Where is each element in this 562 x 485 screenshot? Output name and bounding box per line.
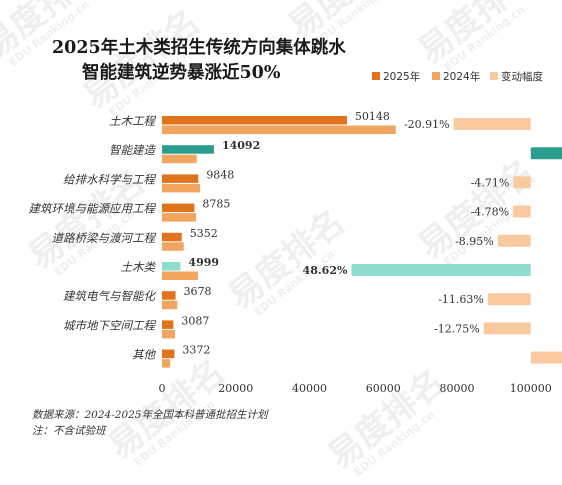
x-tick-label: 40000 [292, 382, 327, 395]
bar-2025 [162, 203, 195, 213]
change-label: -4.78% [470, 206, 509, 219]
category-label: 土木类 [121, 260, 157, 274]
plot-area: 土木工程50148-20.91%智能建造1409249.77%给排水科学与工程9… [29, 110, 562, 368]
bar-2025 [162, 174, 199, 183]
x-tick-label: 80000 [440, 382, 475, 395]
value-label: 4999 [188, 256, 219, 269]
x-tick-label: 20000 [218, 382, 253, 395]
legend-label: 2025年 [383, 70, 420, 83]
legend: 2025年 2024年 变动幅度 [372, 70, 543, 83]
value-label: 14092 [222, 139, 260, 152]
legend-label: 变动幅度 [501, 70, 543, 83]
category-label: 建筑电气与智能化 [63, 289, 156, 303]
category-label: 城市地下空间工程 [63, 318, 156, 332]
remark-note: 注：不含试验班 [32, 425, 107, 437]
bar-2025 [162, 116, 347, 125]
change-label: -11.63% [438, 293, 484, 306]
value-label: 50148 [355, 110, 390, 123]
bar-2024 [162, 359, 171, 368]
bar-2024 [162, 242, 184, 251]
change-bar [530, 351, 562, 364]
change-bar [487, 293, 531, 306]
bar-2025 [162, 320, 174, 329]
category-label: 建筑环境与能源应用工程 [29, 202, 157, 216]
chart-title-line2: 智能建筑逆势暴涨近50% [82, 62, 281, 83]
legend-swatch [432, 72, 440, 80]
change-label: -20.91% [404, 118, 450, 131]
chart-title-line1: 2025年土木类招生传统方向集体跳水 [52, 37, 346, 58]
bar-2025 [162, 291, 176, 300]
category-label: 其他 [132, 348, 156, 362]
change-bar [530, 147, 562, 160]
legend-swatch [490, 72, 498, 80]
category-label: 智能建造 [109, 143, 156, 157]
bar-2025 [162, 262, 181, 271]
bar-2024 [162, 125, 396, 134]
x-tick-label: 0 [159, 382, 166, 395]
legend-swatch [372, 72, 380, 80]
bar-2025 [162, 232, 182, 242]
legend-label: 2024年 [443, 70, 480, 83]
change-bar [453, 118, 531, 130]
bar-2024 [162, 154, 197, 164]
category-label: 土木工程 [109, 114, 156, 128]
bar-2024 [162, 213, 197, 222]
category-label: 道路桥梁与渡河工程 [52, 231, 157, 245]
x-tick-label: 60000 [366, 382, 401, 395]
change-label: -8.95% [455, 235, 494, 248]
change-bar [483, 322, 531, 335]
bar-2025 [162, 349, 175, 359]
bar-2024 [162, 300, 178, 310]
value-label: 8785 [202, 198, 230, 211]
change-label: -12.75% [434, 322, 480, 335]
source-note: 数据来源：2024-2025年全国本科普通批招生计划 [32, 409, 269, 421]
x-tick-label: 100000 [510, 382, 552, 395]
bar-2025 [162, 145, 214, 154]
value-label: 3372 [182, 344, 210, 357]
category-label: 给排水科学与工程 [63, 172, 156, 186]
change-bar [513, 176, 531, 189]
value-label: 3087 [181, 314, 209, 327]
bar-2024 [162, 329, 176, 339]
value-label: 3678 [184, 285, 212, 298]
value-label: 5352 [190, 227, 218, 240]
change-bar [351, 264, 531, 276]
value-label: 9848 [206, 168, 234, 181]
change-label: 48.62% [303, 264, 348, 277]
change-label: -4.71% [471, 176, 510, 189]
bar-2024 [162, 271, 198, 280]
change-bar [513, 205, 531, 218]
change-bar [497, 234, 531, 247]
bar-2024 [162, 183, 201, 193]
x-axis: 020000400006000080000100000120000 [159, 382, 552, 395]
